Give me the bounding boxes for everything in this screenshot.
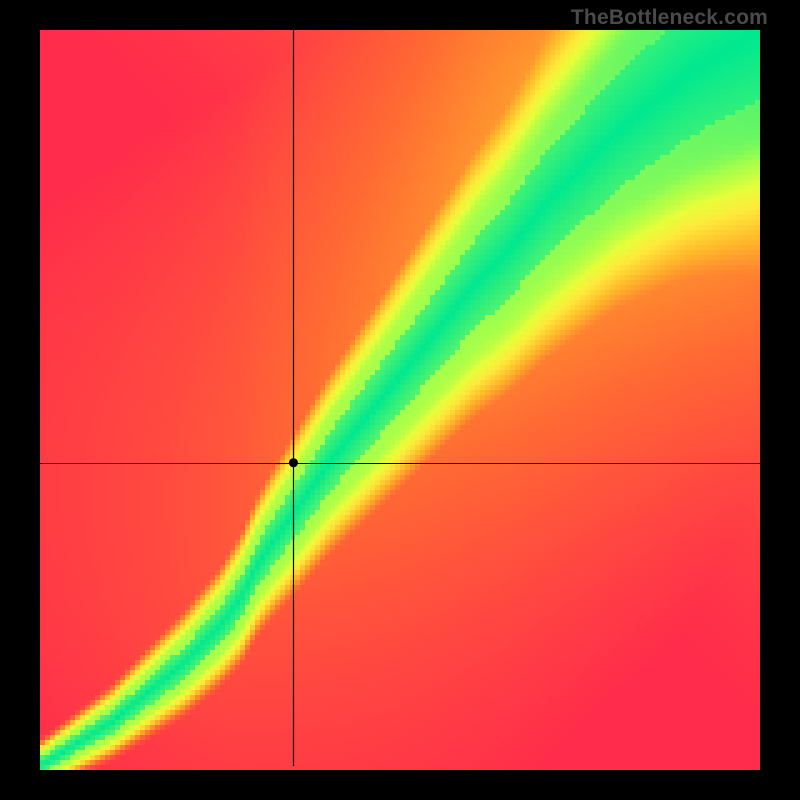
chart-container: TheBottleneck.com <box>0 0 800 800</box>
bottleneck-heatmap <box>0 0 800 800</box>
watermark-text: TheBottleneck.com <box>571 6 768 30</box>
